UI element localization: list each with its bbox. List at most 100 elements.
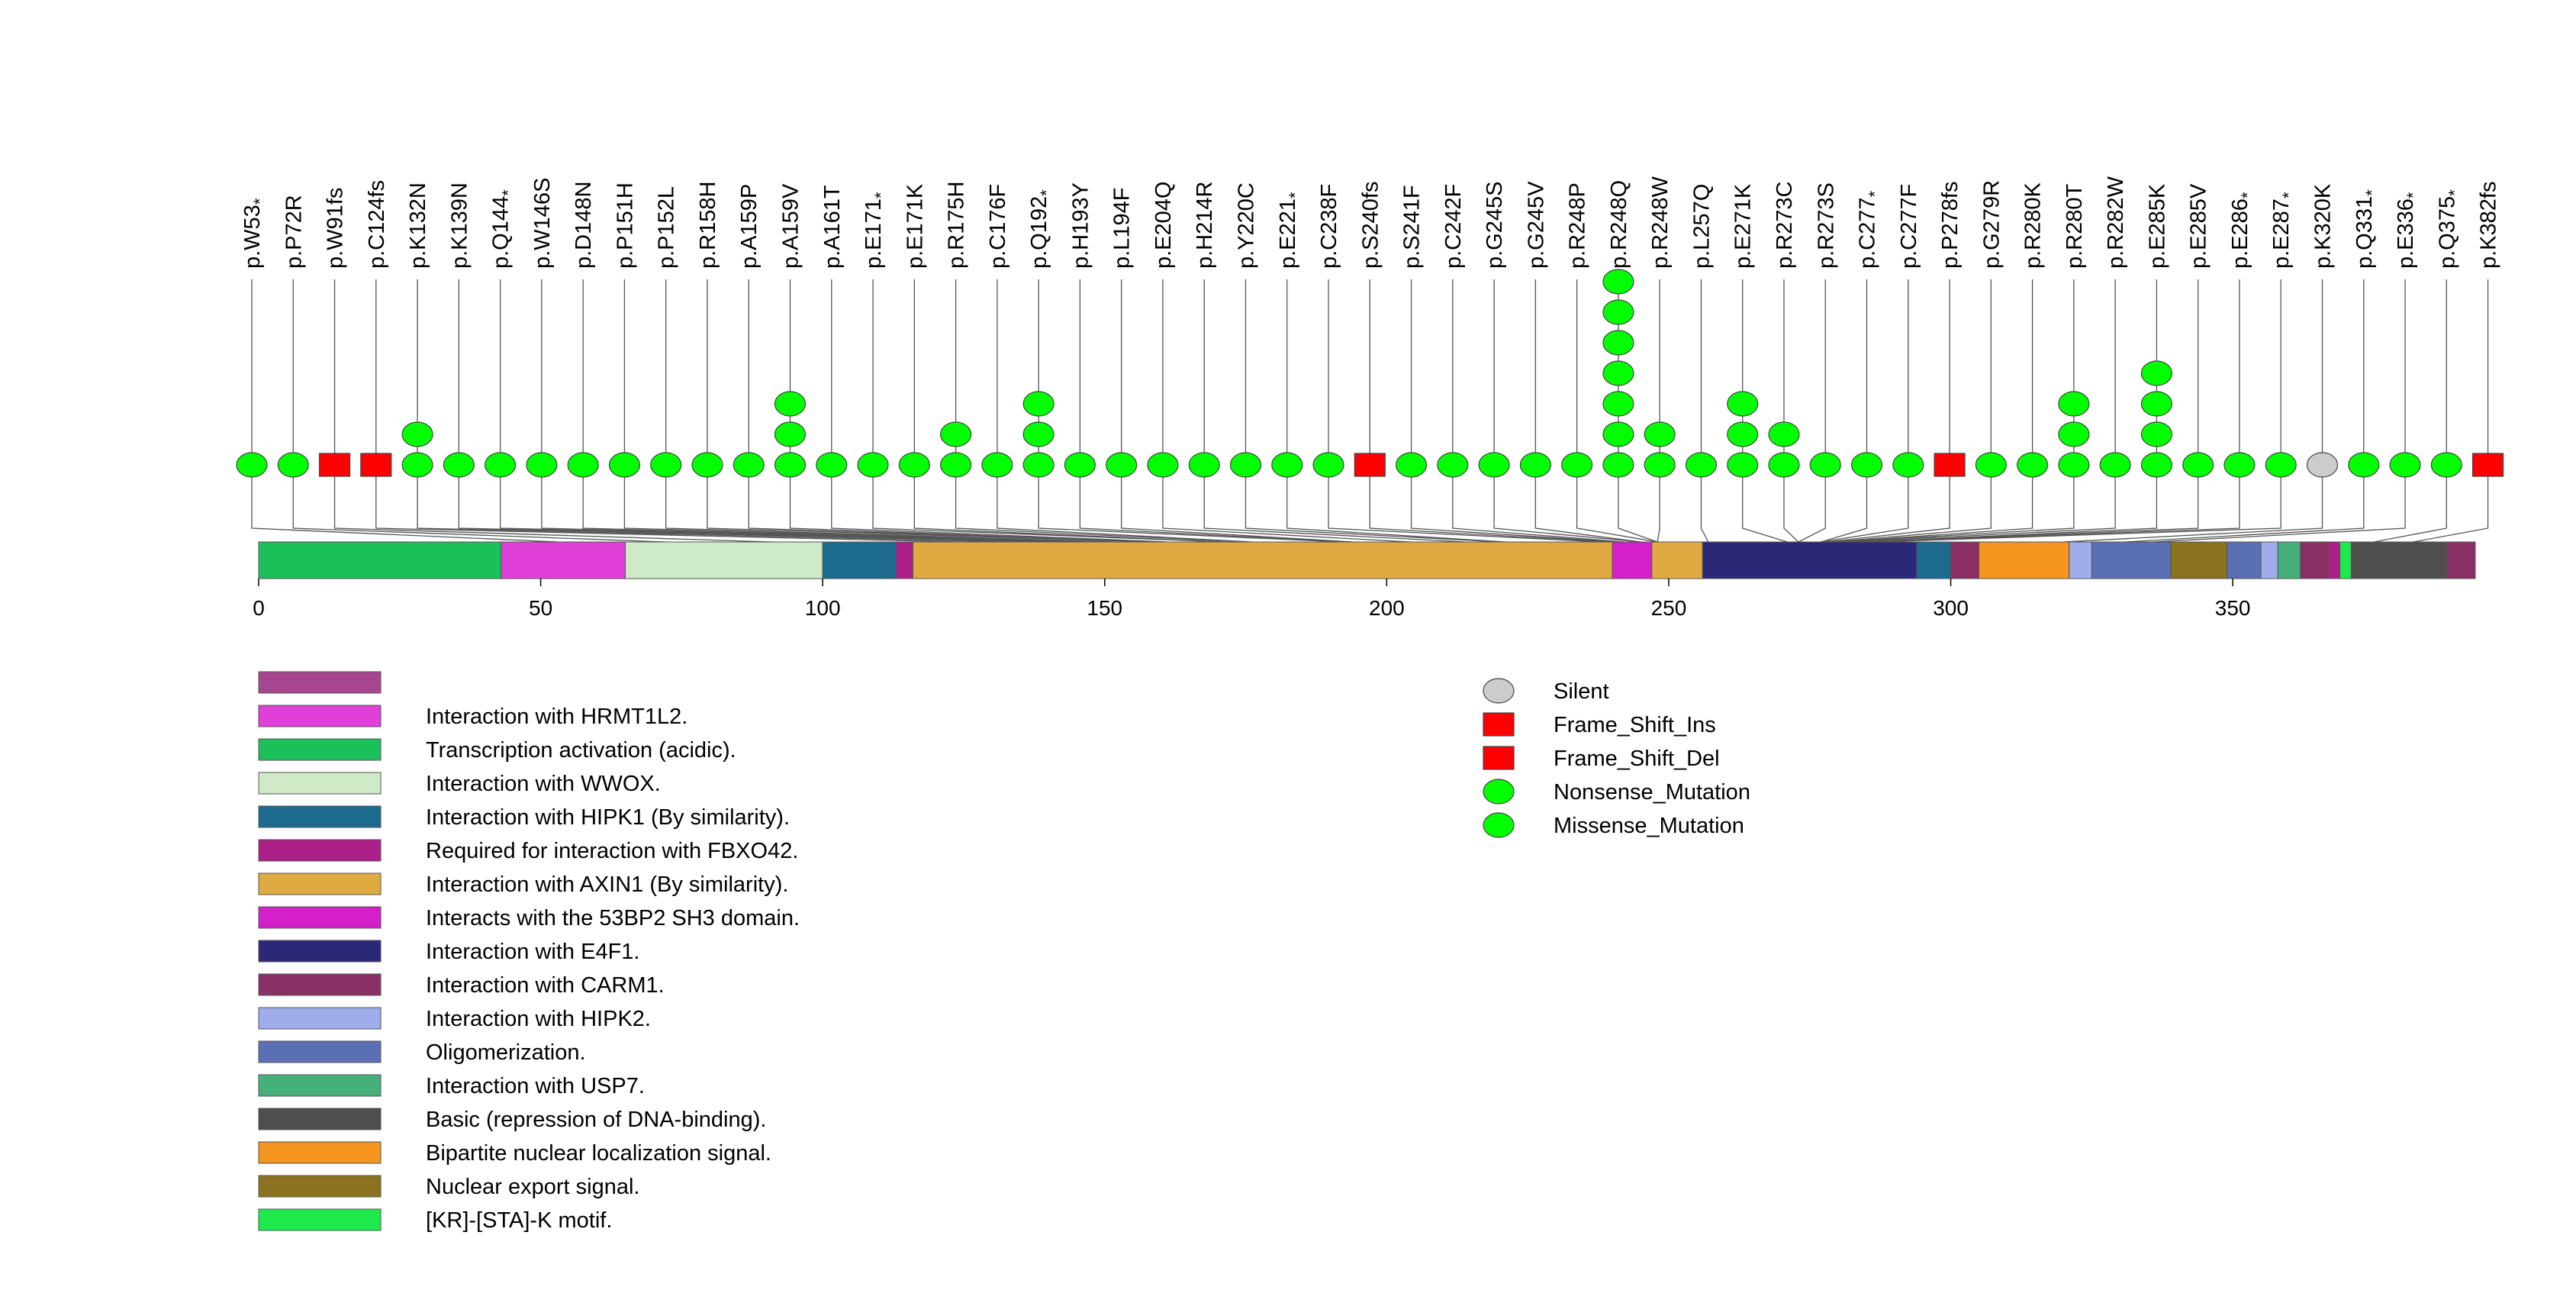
mutation-label: p.W146S xyxy=(530,178,555,269)
mutation-label: p.S240fs xyxy=(1358,182,1383,269)
missense-marker xyxy=(1809,452,1841,478)
mutation-connector xyxy=(2373,279,2447,579)
mutation-label: p.E221* xyxy=(1276,192,1305,269)
missense-marker xyxy=(1975,452,2007,478)
missense-marker xyxy=(1685,452,1718,478)
missense-marker xyxy=(1602,269,1634,295)
domain-legend-label: Basic (repression of DNA-binding). xyxy=(426,1108,766,1132)
missense-marker xyxy=(1602,421,1634,447)
lollipops xyxy=(236,269,2504,478)
mutation-label: p.R273S xyxy=(1814,182,1838,269)
silent-marker xyxy=(2306,452,2339,478)
missense-marker xyxy=(1892,452,1924,478)
missense-marker xyxy=(1188,452,1220,478)
mutation-label: p.C242F xyxy=(1441,184,1466,269)
protein-domain xyxy=(2170,541,2228,579)
mutation-label: p.S241F xyxy=(1400,185,1425,269)
mutation-label: p.Q375* xyxy=(2435,189,2464,269)
mutation-connector xyxy=(2413,279,2489,579)
mutation-label: p.C277F xyxy=(1897,184,1921,269)
nonsense-marker xyxy=(1271,452,1303,478)
nonsense-marker xyxy=(485,452,517,478)
domain-legend-swatch xyxy=(258,1040,382,1063)
domain-legend-swatch xyxy=(258,671,382,694)
mutation-label: p.E204Q xyxy=(1151,182,1176,269)
mutation-label: p.Q331* xyxy=(2352,189,2381,269)
nonsense-marker xyxy=(1022,391,1055,417)
missense-marker xyxy=(1437,452,1469,478)
missense-marker xyxy=(1602,330,1634,356)
missense-marker xyxy=(1727,391,1759,417)
protein-domain xyxy=(2339,541,2352,579)
mutation-legend-symbol xyxy=(1483,712,1515,737)
missense-marker xyxy=(401,452,433,478)
missense-marker xyxy=(1768,421,1800,447)
missense-marker xyxy=(2140,452,2173,478)
mutation-label: p.K132N xyxy=(406,182,430,269)
mutation-label: p.P278fs xyxy=(1938,182,1963,269)
domain-legend-swatch xyxy=(258,872,382,895)
domain-legend-label: Interaction with E4F1. xyxy=(426,940,639,964)
protein-domain xyxy=(1612,541,1653,579)
missense-marker xyxy=(2140,421,2173,447)
mutation-label: p.H193Y xyxy=(1068,182,1093,269)
nonsense-marker xyxy=(1022,421,1055,447)
domain-legend-label: [KR]-[STA]-K motif. xyxy=(426,1208,612,1233)
mutation-legend-symbol xyxy=(1483,779,1515,805)
missense-marker xyxy=(1602,391,1634,417)
missense-marker xyxy=(1768,452,1800,478)
mutation-label: p.E285V xyxy=(2187,183,2211,269)
mutation-label: p.W91fs xyxy=(324,188,348,269)
missense-marker xyxy=(816,452,848,478)
mutation-label: p.R248Q xyxy=(1607,180,1631,269)
domain-legend-label: Interaction with USP7. xyxy=(426,1074,645,1098)
protein-domain xyxy=(2227,541,2262,579)
axis-tick-label: 100 xyxy=(805,596,841,620)
mutation-label: p.Y220C xyxy=(1234,182,1258,269)
mutation-label: p.E171K xyxy=(903,183,927,269)
missense-marker xyxy=(1229,452,1262,478)
missense-marker xyxy=(1602,299,1634,325)
mutation-legend-label: Frame_Shift_Ins xyxy=(1554,713,1716,737)
protein-domain xyxy=(822,541,897,579)
mutation-legend-symbol xyxy=(1483,812,1515,838)
mutation-label: p.G245S xyxy=(1483,182,1507,269)
frameshift-marker xyxy=(360,453,392,477)
mutation-label: p.A159V xyxy=(779,183,803,269)
domain-legend-label: Interacts with the 53BP2 SH3 domain. xyxy=(426,906,800,930)
domain-legend-label: Required for interaction with FBXO42. xyxy=(426,839,798,863)
missense-marker xyxy=(567,452,599,478)
mutation-label: p.D148N xyxy=(572,182,596,269)
missense-marker xyxy=(1644,421,1676,447)
missense-marker xyxy=(401,421,433,447)
mutation-connector xyxy=(1700,279,1709,579)
mutation-label: p.H214R xyxy=(1193,182,1217,269)
domain-legend-swatch xyxy=(258,1175,382,1198)
missense-marker xyxy=(1395,452,1428,478)
missense-marker xyxy=(608,452,641,478)
protein-track xyxy=(258,541,2476,579)
axis-tick-label: 50 xyxy=(529,596,552,620)
mutation-label: p.R282W xyxy=(2104,176,2128,269)
domain-legend-swatch xyxy=(258,738,382,761)
mutation-legend-symbol xyxy=(1483,746,1515,770)
missense-marker xyxy=(1561,452,1593,478)
missense-marker xyxy=(1602,452,1634,478)
mutation-label: p.A159P xyxy=(737,184,762,269)
mutation-label: p.C124fs xyxy=(365,180,389,269)
protein-domain xyxy=(1651,541,1703,579)
missense-marker xyxy=(1147,452,1179,478)
domain-legend-label: Interaction with WWOX. xyxy=(426,772,661,796)
mutation-label: p.W53* xyxy=(240,198,269,269)
axis-tick-label: 200 xyxy=(1369,596,1405,620)
domain-legend-swatch xyxy=(258,940,382,963)
domain-legend-label: Interaction with HIPK2. xyxy=(426,1007,651,1031)
mutation-label: p.R248P xyxy=(1566,182,1590,269)
protein-domain xyxy=(1702,541,1918,579)
mutation-connector xyxy=(1798,279,1826,579)
missense-marker xyxy=(2058,421,2090,447)
mutation-label: p.C176F xyxy=(986,184,1010,269)
mutation-connector xyxy=(1820,279,1909,579)
mutation-label: p.E271K xyxy=(1731,183,1756,269)
